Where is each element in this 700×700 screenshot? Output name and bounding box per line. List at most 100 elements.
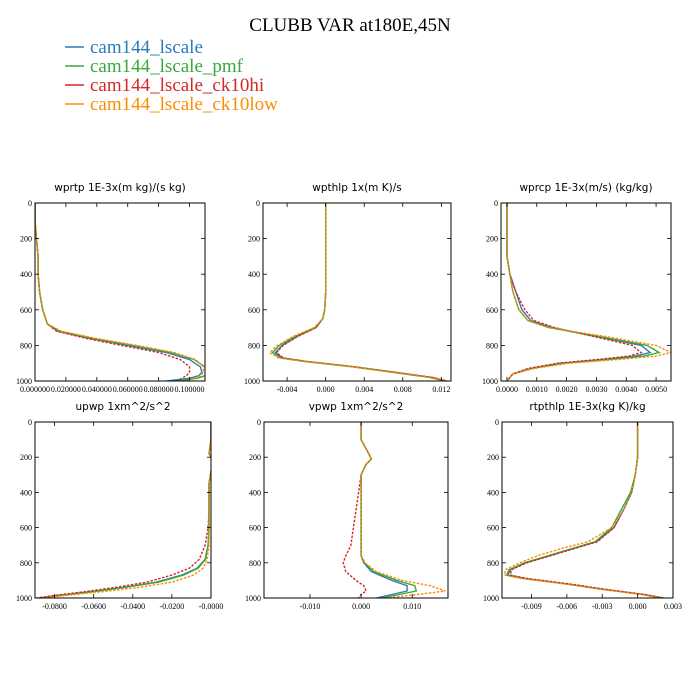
x-tick-label: 0.0020 — [556, 385, 578, 394]
y-tick-label: 1000 — [245, 594, 261, 603]
panel-grid: wprtp 1E-3x(m kg)/(s kg) 0 200 400 600 800 100… — [16, 182, 682, 611]
series-group — [36, 422, 211, 598]
y-tick-label: 1000 — [16, 377, 32, 386]
x-tick-label: -0.0000 — [199, 602, 224, 611]
x-tick-label: -0.004 — [277, 385, 298, 394]
y-tick-label: 600 — [249, 524, 261, 533]
y-tick-label: 400 — [20, 270, 32, 279]
series-line — [360, 422, 446, 598]
panel-title: wpthlp 1x(m K)/s — [312, 182, 402, 194]
y-tick-label: 0 — [256, 199, 260, 208]
series-group — [268, 203, 448, 381]
series-line — [42, 422, 211, 598]
panel-title: upwp 1xm^2/s^2 — [76, 401, 171, 413]
x-tick-label: -0.003 — [592, 602, 613, 611]
x-tick-label: 0.0010 — [526, 385, 548, 394]
legend: cam144_lscalecam144_lscale_pmfcam144_lsc… — [65, 37, 278, 115]
y-tick-label: 600 — [487, 524, 499, 533]
x-tick-label: -0.0200 — [160, 602, 185, 611]
series-group — [506, 203, 671, 381]
y-tick-label: 1000 — [16, 594, 32, 603]
y-tick-label: 800 — [249, 559, 261, 568]
x-tick-label: 0.000 — [317, 385, 335, 394]
y-tick-label: 0 — [257, 418, 261, 427]
x-tick-label: 0.080000 — [144, 385, 174, 394]
series-line — [274, 203, 447, 381]
series-group — [342, 422, 446, 598]
x-tick-label: -0.0800 — [42, 602, 67, 611]
x-tick-label: 0.000000 — [20, 385, 50, 394]
series-line — [360, 422, 408, 598]
y-tick-label: 200 — [487, 453, 499, 462]
chart-panel-3: wprcp 1E-3x(m/s) (kg/kg) 0 200 400 600 800 100… — [482, 182, 672, 394]
y-tick-label: 200 — [249, 453, 261, 462]
series-line — [506, 203, 652, 381]
y-tick-label: 800 — [486, 341, 498, 350]
series-group — [35, 203, 205, 381]
x-tick-label: 0.010 — [403, 602, 421, 611]
y-tick-label: 600 — [248, 306, 260, 315]
y-tick-label: 400 — [486, 270, 498, 279]
y-tick-label: 600 — [20, 306, 32, 315]
y-tick-label: 400 — [20, 488, 32, 497]
series-line — [268, 203, 445, 381]
x-tick-label: 0.0000 — [496, 385, 518, 394]
plot-frame — [262, 202, 452, 382]
legend-label: cam144_lscale_ck10low — [90, 94, 278, 115]
y-tick-label: 1000 — [244, 377, 260, 386]
series-line — [342, 422, 373, 598]
series-group — [503, 422, 664, 598]
x-tick-label: 0.0030 — [585, 385, 607, 394]
y-tick-label: 200 — [486, 235, 498, 244]
x-tick-label: 0.000 — [629, 602, 647, 611]
panel-title: rtpthlp 1E-3x(kg K)/kg — [529, 401, 645, 413]
x-tick-label: -0.0400 — [120, 602, 145, 611]
y-tick-label: 200 — [248, 235, 260, 244]
series-line — [35, 203, 191, 381]
x-tick-label: 0.020000 — [51, 385, 81, 394]
chart-panel-5: vpwp 1xm^2/s^2 0 200 400 600 800 1000 -0.010 0.0… — [245, 401, 449, 611]
x-tick-label: -0.006 — [557, 602, 578, 611]
y-tick-label: 600 — [20, 524, 32, 533]
plot-frame — [263, 421, 449, 599]
x-tick-label: 0.100000 — [175, 385, 205, 394]
legend-label: cam144_lscale_pmf — [90, 56, 244, 77]
x-tick-label: 0.040000 — [82, 385, 112, 394]
chart-panel-2: wpthlp 1x(m K)/s 0 200 400 600 800 1000 -0.004 0… — [244, 182, 452, 394]
series-line — [40, 422, 211, 598]
plot-frame — [34, 202, 206, 382]
plot-frame — [500, 202, 672, 382]
series-line — [36, 422, 211, 598]
x-tick-label: 0.003 — [664, 602, 682, 611]
y-tick-label: 1000 — [483, 594, 499, 603]
y-tick-label: 200 — [20, 235, 32, 244]
y-tick-label: 400 — [249, 488, 261, 497]
x-tick-label: 0.0050 — [645, 385, 667, 394]
series-line — [506, 203, 671, 381]
x-tick-label: -0.0600 — [81, 602, 106, 611]
x-tick-label: -0.010 — [300, 602, 321, 611]
y-tick-label: 0 — [495, 418, 499, 427]
x-tick-label: 0.0040 — [615, 385, 637, 394]
chart-panel-1: wprtp 1E-3x(m kg)/(s kg) 0 200 400 600 800 100… — [16, 182, 206, 394]
y-tick-label: 400 — [487, 488, 499, 497]
y-tick-label: 600 — [486, 306, 498, 315]
series-line — [35, 203, 205, 381]
x-tick-label: 0.004 — [355, 385, 373, 394]
y-tick-label: 800 — [20, 341, 32, 350]
chart-panel-6: rtpthlp 1E-3x(kg K)/kg 0 200 400 600 800 1000 -… — [483, 401, 682, 611]
figure-title: CLUBB VAR at180E,45N — [249, 15, 451, 36]
series-line — [275, 203, 448, 381]
series-line — [360, 422, 418, 598]
legend-label: cam144_lscale_ck10hi — [90, 75, 264, 96]
y-tick-label: 800 — [248, 341, 260, 350]
y-tick-label: 200 — [20, 453, 32, 462]
panel-title: wprcp 1E-3x(m/s) (kg/kg) — [519, 182, 652, 194]
y-tick-label: 0 — [28, 418, 32, 427]
panel-title: vpwp 1xm^2/s^2 — [309, 401, 404, 413]
x-tick-label: 0.000 — [352, 602, 370, 611]
legend-label: cam144_lscale — [90, 37, 203, 58]
x-tick-label: 0.008 — [394, 385, 412, 394]
series-line — [505, 422, 664, 598]
